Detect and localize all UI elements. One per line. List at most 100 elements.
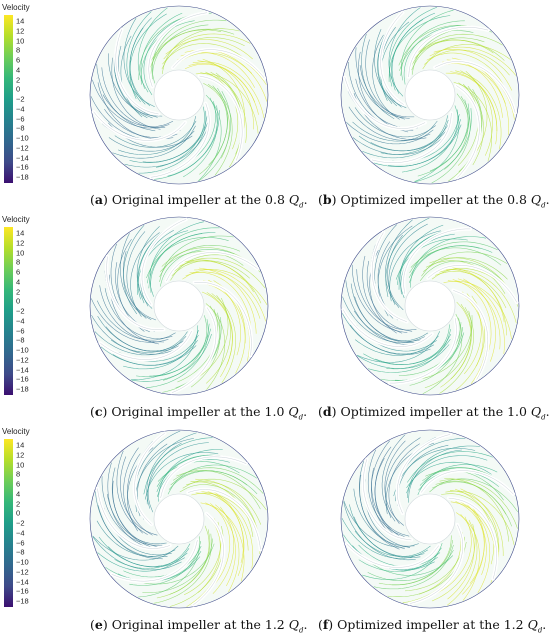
colorbar-tick-label: 4 [16, 277, 21, 287]
caption-b: (b) Optimized impeller at the 0.8 Qd. [318, 192, 550, 210]
streamline [188, 63, 255, 103]
blade-edge [160, 456, 247, 498]
streamline [385, 219, 413, 308]
streamline [455, 70, 502, 150]
streamline [433, 49, 513, 91]
colorbar-row-1: Velocity 14 12 10 8 6 4 2 0 −2 −4 −6 −8 −10 −12 −14 −16… [2, 3, 62, 188]
colorbar-tick-label: 12 [16, 238, 25, 248]
streamline [167, 110, 220, 177]
caption-d: (d) Optimized impeller at the 1.0 Qd. [318, 404, 550, 422]
streamline [343, 501, 416, 561]
streamline [450, 304, 472, 380]
colorbar-tick-label: 8 [16, 257, 21, 267]
streamline [408, 449, 462, 503]
colorbar-tick-label: 2 [16, 75, 21, 84]
streamline [138, 110, 207, 174]
streamline [433, 516, 472, 596]
colorbar-gradient [4, 439, 13, 607]
impeller-panel-e [89, 429, 269, 609]
streamline [147, 442, 182, 513]
streamline [195, 492, 249, 551]
streamline [208, 87, 228, 166]
streamline [387, 234, 404, 311]
streamline [342, 296, 425, 343]
caption-a: (a) Original impeller at the 0.8 Qd. [90, 192, 308, 210]
streamline [96, 63, 156, 132]
streamline [435, 271, 507, 309]
streamline [424, 310, 472, 389]
blade-edge [448, 497, 497, 579]
colorbar-tick-label: 0 [16, 84, 21, 94]
colorbar-tick-label: 10 [16, 460, 25, 469]
colorbar-tick-label: −8 [16, 123, 25, 133]
streamline [371, 440, 391, 534]
streamline [129, 13, 167, 100]
streamline [124, 125, 209, 168]
streamline [146, 319, 209, 388]
streamline [452, 279, 492, 357]
blade-edge [171, 307, 217, 393]
impeller-panel-f [340, 429, 520, 609]
streamline [463, 278, 496, 362]
blade-edge [403, 228, 471, 294]
colorbar-tick-label: 12 [16, 450, 25, 460]
blade-edge [193, 513, 224, 606]
streamline [356, 269, 417, 331]
blade-edge [100, 330, 192, 360]
streamline [368, 329, 451, 373]
streamline [367, 449, 405, 537]
streamline [116, 450, 148, 535]
streamline [346, 121, 434, 145]
streamline [102, 94, 174, 127]
colorbar-ticks: 14 12 10 8 6 4 2 0 −2 −4 −6 −8 −10 −12 −14 −16 −18 [16, 15, 56, 183]
colorbar-tick-label: −6 [16, 326, 25, 335]
colorbar-tick-label: 12 [16, 26, 25, 36]
streamline [123, 225, 145, 315]
streamline [367, 549, 454, 581]
streamline [399, 30, 474, 71]
colorbar-tick-label: 4 [16, 489, 21, 499]
streamline [388, 15, 451, 82]
streamline [158, 449, 223, 502]
colorbar-tick-label: −14 [16, 577, 29, 586]
impeller-panel-b [340, 5, 520, 185]
blade-edge [93, 111, 186, 141]
streamline [389, 230, 441, 302]
streamline [342, 313, 435, 355]
streamline [212, 506, 235, 594]
blade-edge [380, 12, 404, 105]
impeller-panel-a [89, 5, 269, 185]
blade-edge [427, 265, 518, 303]
streamline [149, 328, 211, 377]
streamline [348, 106, 431, 141]
colorbar-tick-label: −12 [16, 143, 29, 153]
streamline [114, 120, 197, 148]
streamline [411, 37, 485, 71]
streamline [381, 434, 406, 522]
streamline [142, 538, 214, 593]
colorbar-tick-label: −16 [16, 374, 29, 384]
impeller-hub [153, 493, 205, 545]
streamline [375, 339, 451, 365]
streamline [366, 260, 413, 332]
colorbar-tick-label: 14 [16, 228, 25, 238]
colorbar-tick-label: −18 [16, 596, 29, 606]
streamline [350, 283, 422, 342]
colorbar-tick-label: −10 [16, 557, 29, 567]
blade-edge [371, 232, 407, 322]
streamline [429, 103, 470, 172]
streamline [431, 96, 471, 184]
colorbar-tick-label: −14 [16, 153, 29, 162]
streamline [144, 452, 219, 500]
streamline [136, 226, 160, 309]
colorbar-tick-label: −4 [16, 104, 25, 114]
streamline [354, 107, 436, 138]
streamline [142, 120, 209, 163]
streamline [349, 324, 431, 355]
streamline [146, 237, 229, 279]
streamline [385, 437, 421, 519]
caption-f: (f) Optimized impeller at the 1.2 Qd. [318, 617, 547, 635]
colorbar-tick-label: 14 [16, 440, 25, 450]
streamline [92, 79, 170, 129]
streamline [450, 71, 498, 131]
